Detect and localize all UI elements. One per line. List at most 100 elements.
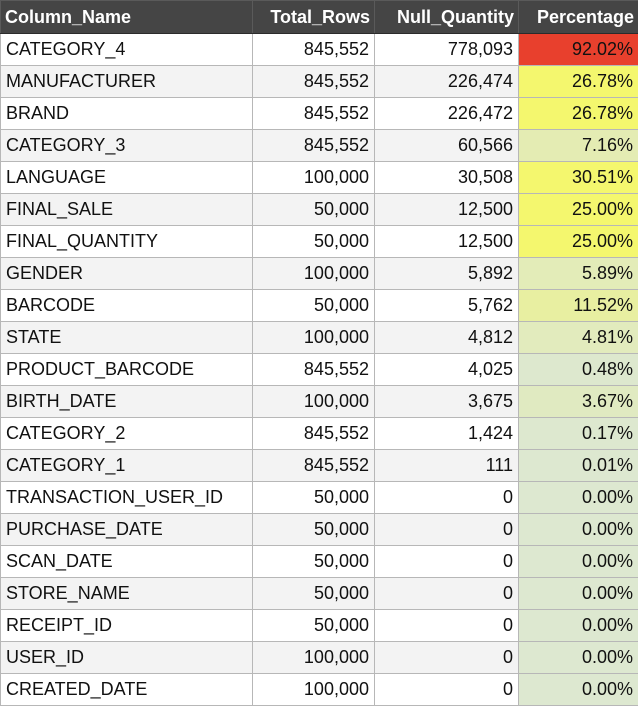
cell-total-rows[interactable]: 100,000 — [253, 162, 375, 194]
cell-null-quantity[interactable]: 1,424 — [375, 418, 519, 450]
cell-null-quantity[interactable]: 0 — [375, 674, 519, 706]
header-percentage[interactable]: Percentage — [519, 1, 638, 34]
cell-total-rows[interactable]: 50,000 — [253, 482, 375, 514]
cell-column-name[interactable]: BIRTH_DATE — [1, 386, 253, 418]
cell-total-rows[interactable]: 50,000 — [253, 610, 375, 642]
cell-column-name[interactable]: TRANSACTION_USER_ID — [1, 482, 253, 514]
cell-total-rows[interactable]: 845,552 — [253, 98, 375, 130]
cell-percentage[interactable]: 0.00% — [519, 514, 638, 546]
cell-column-name[interactable]: PRODUCT_BARCODE — [1, 354, 253, 386]
cell-percentage[interactable]: 0.48% — [519, 354, 638, 386]
cell-percentage[interactable]: 92.02% — [519, 34, 638, 66]
cell-null-quantity[interactable]: 0 — [375, 514, 519, 546]
cell-total-rows[interactable]: 100,000 — [253, 674, 375, 706]
cell-total-rows[interactable]: 845,552 — [253, 34, 375, 66]
cell-column-name[interactable]: CATEGORY_2 — [1, 418, 253, 450]
cell-column-name[interactable]: PURCHASE_DATE — [1, 514, 253, 546]
cell-percentage[interactable]: 0.00% — [519, 642, 638, 674]
cell-null-quantity[interactable]: 111 — [375, 450, 519, 482]
cell-column-name[interactable]: LANGUAGE — [1, 162, 253, 194]
cell-percentage[interactable]: 26.78% — [519, 66, 638, 98]
header-column-name[interactable]: Column_Name — [1, 1, 253, 34]
cell-total-rows[interactable]: 845,552 — [253, 130, 375, 162]
cell-null-quantity[interactable]: 778,093 — [375, 34, 519, 66]
cell-null-quantity[interactable]: 0 — [375, 642, 519, 674]
cell-null-quantity[interactable]: 12,500 — [375, 194, 519, 226]
cell-percentage[interactable]: 0.17% — [519, 418, 638, 450]
cell-column-name[interactable]: FINAL_SALE — [1, 194, 253, 226]
cell-column-name[interactable]: SCAN_DATE — [1, 546, 253, 578]
cell-column-name[interactable]: USER_ID — [1, 642, 253, 674]
cell-percentage[interactable]: 25.00% — [519, 226, 638, 258]
cell-null-quantity[interactable]: 0 — [375, 482, 519, 514]
cell-null-quantity[interactable]: 4,025 — [375, 354, 519, 386]
cell-total-rows[interactable]: 50,000 — [253, 194, 375, 226]
cell-column-name[interactable]: CATEGORY_4 — [1, 34, 253, 66]
cell-total-rows[interactable]: 100,000 — [253, 258, 375, 290]
cell-percentage[interactable]: 30.51% — [519, 162, 638, 194]
cell-total-rows[interactable]: 50,000 — [253, 546, 375, 578]
cell-column-name[interactable]: GENDER — [1, 258, 253, 290]
cell-percentage[interactable]: 0.00% — [519, 482, 638, 514]
cell-null-quantity[interactable]: 0 — [375, 610, 519, 642]
cell-null-quantity[interactable]: 3,675 — [375, 386, 519, 418]
cell-total-rows[interactable]: 845,552 — [253, 354, 375, 386]
cell-percentage[interactable]: 0.00% — [519, 674, 638, 706]
header-null-quantity[interactable]: Null_Quantity — [375, 1, 519, 34]
cell-total-rows[interactable]: 100,000 — [253, 322, 375, 354]
cell-null-quantity[interactable]: 0 — [375, 578, 519, 610]
cell-percentage[interactable]: 25.00% — [519, 194, 638, 226]
header-total-rows[interactable]: Total_Rows — [253, 1, 375, 34]
cell-column-name[interactable]: FINAL_QUANTITY — [1, 226, 253, 258]
cell-null-quantity[interactable]: 12,500 — [375, 226, 519, 258]
cell-total-rows[interactable]: 845,552 — [253, 66, 375, 98]
cell-column-name[interactable]: BARCODE — [1, 290, 253, 322]
cell-null-quantity[interactable]: 0 — [375, 546, 519, 578]
cell-null-quantity[interactable]: 60,566 — [375, 130, 519, 162]
cell-null-quantity[interactable]: 226,472 — [375, 98, 519, 130]
cell-total-rows[interactable]: 845,552 — [253, 450, 375, 482]
cell-column-name[interactable]: CATEGORY_1 — [1, 450, 253, 482]
cell-total-rows[interactable]: 50,000 — [253, 514, 375, 546]
cell-percentage[interactable]: 0.01% — [519, 450, 638, 482]
cell-percentage[interactable]: 0.00% — [519, 610, 638, 642]
cell-null-quantity[interactable]: 30,508 — [375, 162, 519, 194]
cell-column-name[interactable]: BRAND — [1, 98, 253, 130]
cell-null-quantity[interactable]: 4,812 — [375, 322, 519, 354]
cell-percentage[interactable]: 0.00% — [519, 578, 638, 610]
table-header: Column_Name Total_Rows Null_Quantity Per… — [1, 1, 638, 34]
cell-percentage[interactable]: 26.78% — [519, 98, 638, 130]
cell-total-rows[interactable]: 100,000 — [253, 642, 375, 674]
header-row: Column_Name Total_Rows Null_Quantity Per… — [1, 1, 638, 34]
cell-total-rows[interactable]: 50,000 — [253, 578, 375, 610]
cell-total-rows[interactable]: 50,000 — [253, 226, 375, 258]
cell-total-rows[interactable]: 845,552 — [253, 418, 375, 450]
cell-percentage[interactable]: 4.81% — [519, 322, 638, 354]
cell-null-quantity[interactable]: 5,762 — [375, 290, 519, 322]
cell-null-quantity[interactable]: 5,892 — [375, 258, 519, 290]
cell-percentage[interactable]: 11.52% — [519, 290, 638, 322]
cell-column-name[interactable]: RECEIPT_ID — [1, 610, 253, 642]
cell-column-name[interactable]: MANUFACTURER — [1, 66, 253, 98]
cell-percentage[interactable]: 3.67% — [519, 386, 638, 418]
cell-percentage[interactable]: 0.00% — [519, 546, 638, 578]
cell-column-name[interactable]: CATEGORY_3 — [1, 130, 253, 162]
cell-column-name[interactable]: STATE — [1, 322, 253, 354]
cell-percentage[interactable]: 5.89% — [519, 258, 638, 290]
cell-percentage[interactable]: 7.16% — [519, 130, 638, 162]
cell-total-rows[interactable]: 100,000 — [253, 386, 375, 418]
cell-column-name[interactable]: CREATED_DATE — [1, 674, 253, 706]
cell-null-quantity[interactable]: 226,474 — [375, 66, 519, 98]
cell-total-rows[interactable]: 50,000 — [253, 290, 375, 322]
cell-column-name[interactable]: STORE_NAME — [1, 578, 253, 610]
